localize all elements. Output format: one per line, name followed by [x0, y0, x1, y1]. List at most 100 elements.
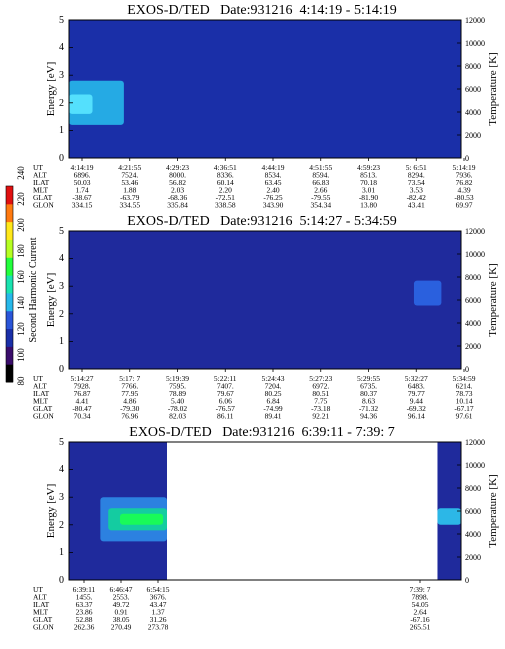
orbit-cell: 94.36 [360, 412, 377, 421]
orbit-cell: 60.14 [217, 178, 234, 187]
orbit-cell: 4:29:23 [166, 163, 189, 172]
orbit-cell: 38.05 [113, 615, 130, 624]
y-right-tick-label: 12000 [465, 438, 485, 447]
orbit-cell: 5:34:59 [453, 374, 476, 383]
orbit-row-label: ILAT [33, 178, 50, 187]
colorbar-frame [5, 185, 14, 383]
orbit-cell: 92.21 [312, 412, 329, 421]
orbit-cell: 82.03 [169, 412, 186, 421]
orbit-cell: 6.84 [266, 397, 279, 406]
orbit-cell: 31.26 [150, 615, 167, 624]
colorbar-cell [6, 364, 13, 383]
orbit-row-label: MLT [33, 608, 49, 617]
orbit-row-label: ILAT [33, 600, 50, 609]
orbit-cell: 2.40 [266, 186, 279, 195]
y-tick-label: 4 [59, 464, 64, 475]
y-tick-label: 3 [59, 70, 64, 81]
orbit-cell: -82.42 [407, 193, 427, 202]
orbit-row-label: UT [33, 163, 43, 172]
orbit-cell: 73.54 [408, 178, 425, 187]
orbit-cell: 52.88 [76, 615, 93, 624]
orbit-cell: 80.51 [312, 389, 329, 398]
spectrogram-plot [69, 19, 461, 159]
y-right-tick-label: 6000 [465, 296, 481, 305]
colorbar-label: Second Harmonic Current [28, 237, 39, 342]
orbit-cell: 63.37 [76, 600, 93, 609]
orbit-row-label: GLON [33, 623, 54, 632]
orbit-cell: 70.18 [360, 178, 377, 187]
orbit-cell: 270.49 [111, 623, 132, 632]
orbit-cell: 76.87 [74, 389, 91, 398]
orbit-cell: -68.36 [168, 193, 188, 202]
spectrogram-background [69, 20, 461, 158]
orbit-cell: 7928. [74, 382, 91, 391]
spectrogram-band [69, 80, 124, 125]
colorbar-tick-label: 240 [16, 166, 26, 180]
orbit-cell: 63.45 [265, 178, 282, 187]
orbit-row-label: UT [33, 374, 43, 383]
y-right-tick-label: 10000 [465, 461, 485, 470]
orbit-row-label: MLT [33, 397, 49, 406]
colorbar-cells [5, 185, 14, 383]
orbit-cell: 76.82 [456, 178, 473, 187]
spectrogram-band [413, 280, 442, 306]
orbit-cell: 6:54:15 [147, 585, 170, 594]
orbit-cell: 1.37 [151, 608, 164, 617]
colorbar-cell [6, 239, 13, 258]
y-tick-labels: 0 1 2 3 4 5 [59, 15, 64, 164]
colorbar-tick-label: 180 [16, 244, 26, 258]
orbit-cell: 78.89 [169, 389, 186, 398]
y-right-tick-label: 4000 [465, 319, 481, 328]
y-right-tick-label: 8000 [465, 273, 481, 282]
y-tick-label: 0 [59, 364, 64, 375]
orbit-cell: 5:32:27 [405, 374, 428, 383]
y-right-tick-label: 8000 [465, 62, 481, 71]
y-right-tick-label: 12000 [465, 16, 485, 25]
spectrogram-plot [69, 230, 461, 370]
orbit-cell: 89.41 [265, 412, 282, 421]
orbit-cell: 43.47 [150, 600, 167, 609]
orbit-cell: 6735. [360, 382, 377, 391]
orbit-cell: 2553. [113, 593, 130, 602]
y-tick-label: 5 [59, 437, 64, 448]
spectrogram-background [69, 231, 461, 369]
orbit-cell: 7:39: 7 [409, 585, 430, 594]
orbit-cell: 69.97 [456, 201, 473, 210]
orbit-row-label: ALT [33, 382, 47, 391]
orbit-cell: 262.36 [74, 623, 95, 632]
orbit-row-label: ALT [33, 593, 47, 602]
orbit-cell: 8534. [265, 171, 282, 180]
orbit-cell: 70.34 [74, 412, 91, 421]
orbit-row-label: ALT [33, 171, 47, 180]
orbit-cell: -72.51 [216, 193, 236, 202]
orbit-cell: 50.03 [74, 178, 91, 187]
orbit-cell: 4:59:23 [357, 163, 380, 172]
orbit-cell: 54.05 [412, 600, 429, 609]
y-tick-label: 4 [59, 42, 64, 53]
orbit-cell: 7595. [169, 382, 186, 391]
colorbar-cell [6, 346, 13, 365]
orbit-cell: 273.78 [148, 623, 169, 632]
orbit-cell: 1.88 [123, 186, 136, 195]
orbit-cell: 6483. [408, 382, 425, 391]
orbit-cell: 334.15 [72, 201, 93, 210]
orbit-cell: 77.95 [121, 389, 138, 398]
orbit-cell: 8000. [169, 171, 186, 180]
orbit-cell: 5:29:55 [357, 374, 380, 383]
y-tick-label: 2 [59, 98, 64, 109]
orbit-cell: 80.25 [265, 389, 282, 398]
orbit-cell: 335.84 [167, 201, 188, 210]
y-tick-label: 1 [59, 547, 64, 558]
y-axis-label: Energy [eV] [45, 62, 57, 116]
orbit-cell: 97.61 [456, 412, 473, 421]
y-right-tick-labels: 0 2000 4000 6000 8000 10000 12000 [465, 438, 485, 585]
orbit-cell: 7766. [121, 382, 138, 391]
orbit-cell: 5:14:19 [453, 163, 476, 172]
colorbar: 80 100 120 140 160 180 200 220 240 Secon… [5, 166, 39, 386]
orbit-cell: 2.20 [219, 186, 232, 195]
colorbar-tick-label: 200 [16, 218, 26, 232]
y-right-tick-label: 10000 [465, 250, 485, 259]
orbit-cell: 78.73 [456, 389, 473, 398]
colorbar-cell [6, 328, 13, 347]
